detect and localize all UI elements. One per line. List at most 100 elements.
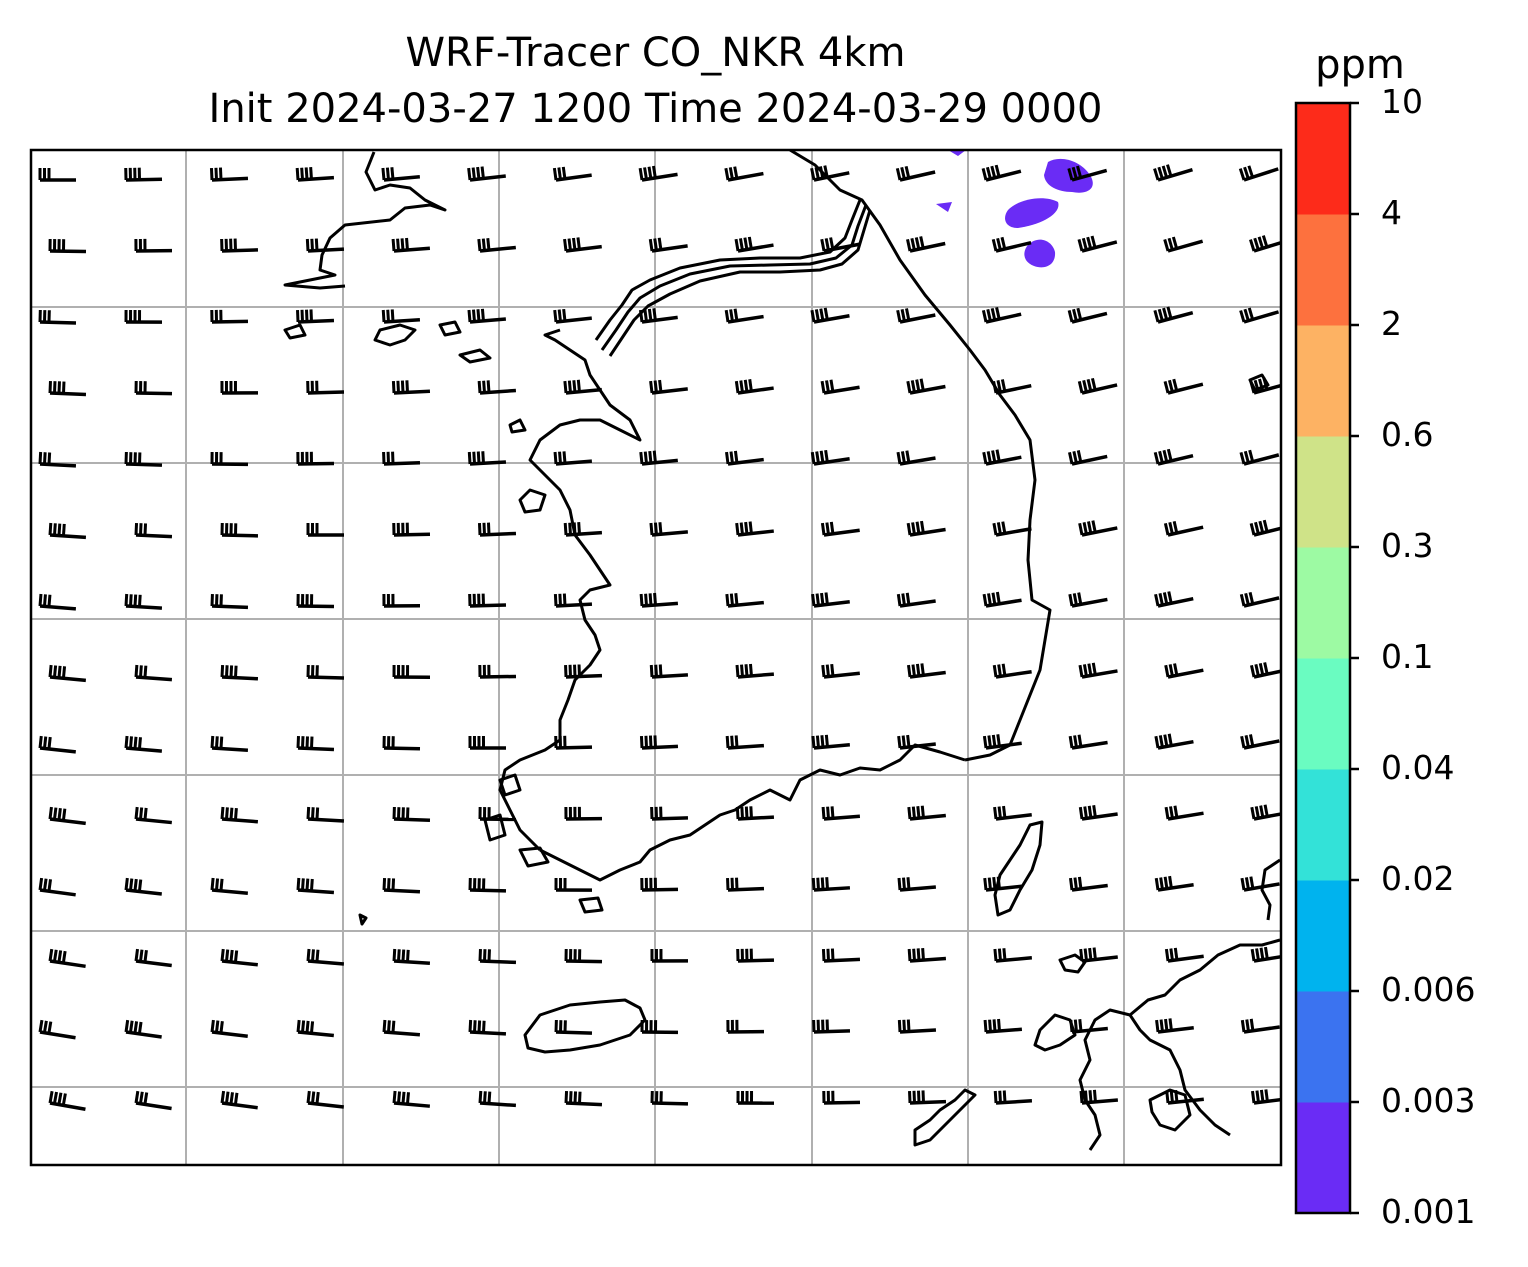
wind-barb [810,307,850,324]
wind-barb [907,948,947,963]
wind-barb [38,451,77,468]
wind-barb [382,1019,421,1037]
wind-barb [134,522,173,539]
tracer-patch [1024,239,1056,268]
colorbar-tick-label: 10 [1381,82,1423,121]
colorbar-segment [1296,325,1350,437]
wind-barb [554,1019,593,1035]
wind-barb [306,1090,344,1109]
wind-barb [563,237,602,253]
wind-barb [896,308,936,324]
island-tsushima [993,820,1044,917]
wind-barb [563,379,603,395]
wind-barb [1251,1089,1281,1105]
wind-barb [896,592,936,608]
wind-barb [220,1090,258,1110]
colorbar-unit-label: ppm [1315,42,1405,88]
wind-barb [992,521,1032,537]
wind-barb [726,877,765,892]
wind-barb [1239,591,1280,608]
colorbar-segment [1296,1102,1350,1214]
wind-barb [724,308,764,324]
wind-barb [296,735,335,752]
wind-barb [640,1019,679,1035]
wind-barb [1068,592,1108,608]
wind-barb [382,451,421,466]
wind-barb [477,380,517,395]
wind-barb [821,948,861,963]
wind-barb [1240,1018,1280,1034]
wind-barb [981,164,1022,182]
wind-barb [820,379,860,395]
wind-barb [906,378,946,395]
island [373,323,417,347]
wind-barb [1079,947,1118,963]
wind-barb [1163,521,1204,537]
wind-barb [906,236,946,253]
colorbar-tick-label: 0.001 [1381,1192,1476,1231]
tracer-patch [936,202,952,212]
wind-barb [638,308,678,324]
wind-barb [392,1090,431,1108]
colorbar-tick-label: 0.6 [1381,415,1434,454]
wind-barb [392,522,431,537]
wind-barb [993,948,1033,963]
wind-barb [210,309,249,324]
island [518,846,550,868]
wind-barb [908,1090,947,1105]
island [508,418,527,434]
wind-barb [820,237,860,253]
wind-barb [649,522,689,537]
wind-barb [124,167,163,182]
wind-barb [1163,378,1204,395]
wind-barb [1155,1018,1194,1034]
wind-barb [552,166,592,182]
wind-barb [210,593,249,610]
coastline-kyushu [1128,938,1281,1137]
wind-barb [982,734,1022,750]
wind-barb [1249,377,1281,395]
wind-barb [124,1019,162,1039]
island [458,348,492,364]
wind-barb [296,309,335,324]
wind-barb [982,449,1022,466]
wind-barb [1153,164,1193,182]
wind-barb [895,165,936,182]
wind-barb [553,593,593,608]
wind-barb [992,663,1032,679]
wind-barb [1250,804,1281,821]
coastline-sk-west [498,328,642,852]
wind-barb [897,877,937,892]
wind-barb [48,238,87,254]
wind-barb [48,806,86,826]
wind-barb [124,593,163,610]
colorbar-tick-label: 0.1 [1381,637,1434,676]
wind-barb [725,450,764,466]
wind-barb [811,877,851,892]
wind-barb [468,1019,507,1036]
wind-barb [1068,734,1108,750]
wind-barb [38,593,77,611]
wind-barb [564,948,603,964]
wind-barb [478,948,517,965]
wind-barb [1250,946,1281,963]
tracer-patch [948,150,966,156]
wind-barb [811,592,850,608]
wind-barb [1078,805,1118,821]
wind-barb [736,948,775,963]
wind-barb [306,522,345,537]
wind-barb [220,664,259,681]
wind-barb [381,167,421,182]
wind-barb [1068,450,1108,466]
wind-barb [38,1019,76,1040]
wind-barb [724,166,764,182]
coastlines [283,150,1281,1151]
wind-barb [638,165,678,182]
wind-barb [134,1090,172,1111]
wind-barb [553,451,593,466]
wind-barb [564,1090,603,1107]
wind-barb [734,379,774,395]
wind-barb [554,877,593,892]
wind-barb [210,1019,248,1038]
